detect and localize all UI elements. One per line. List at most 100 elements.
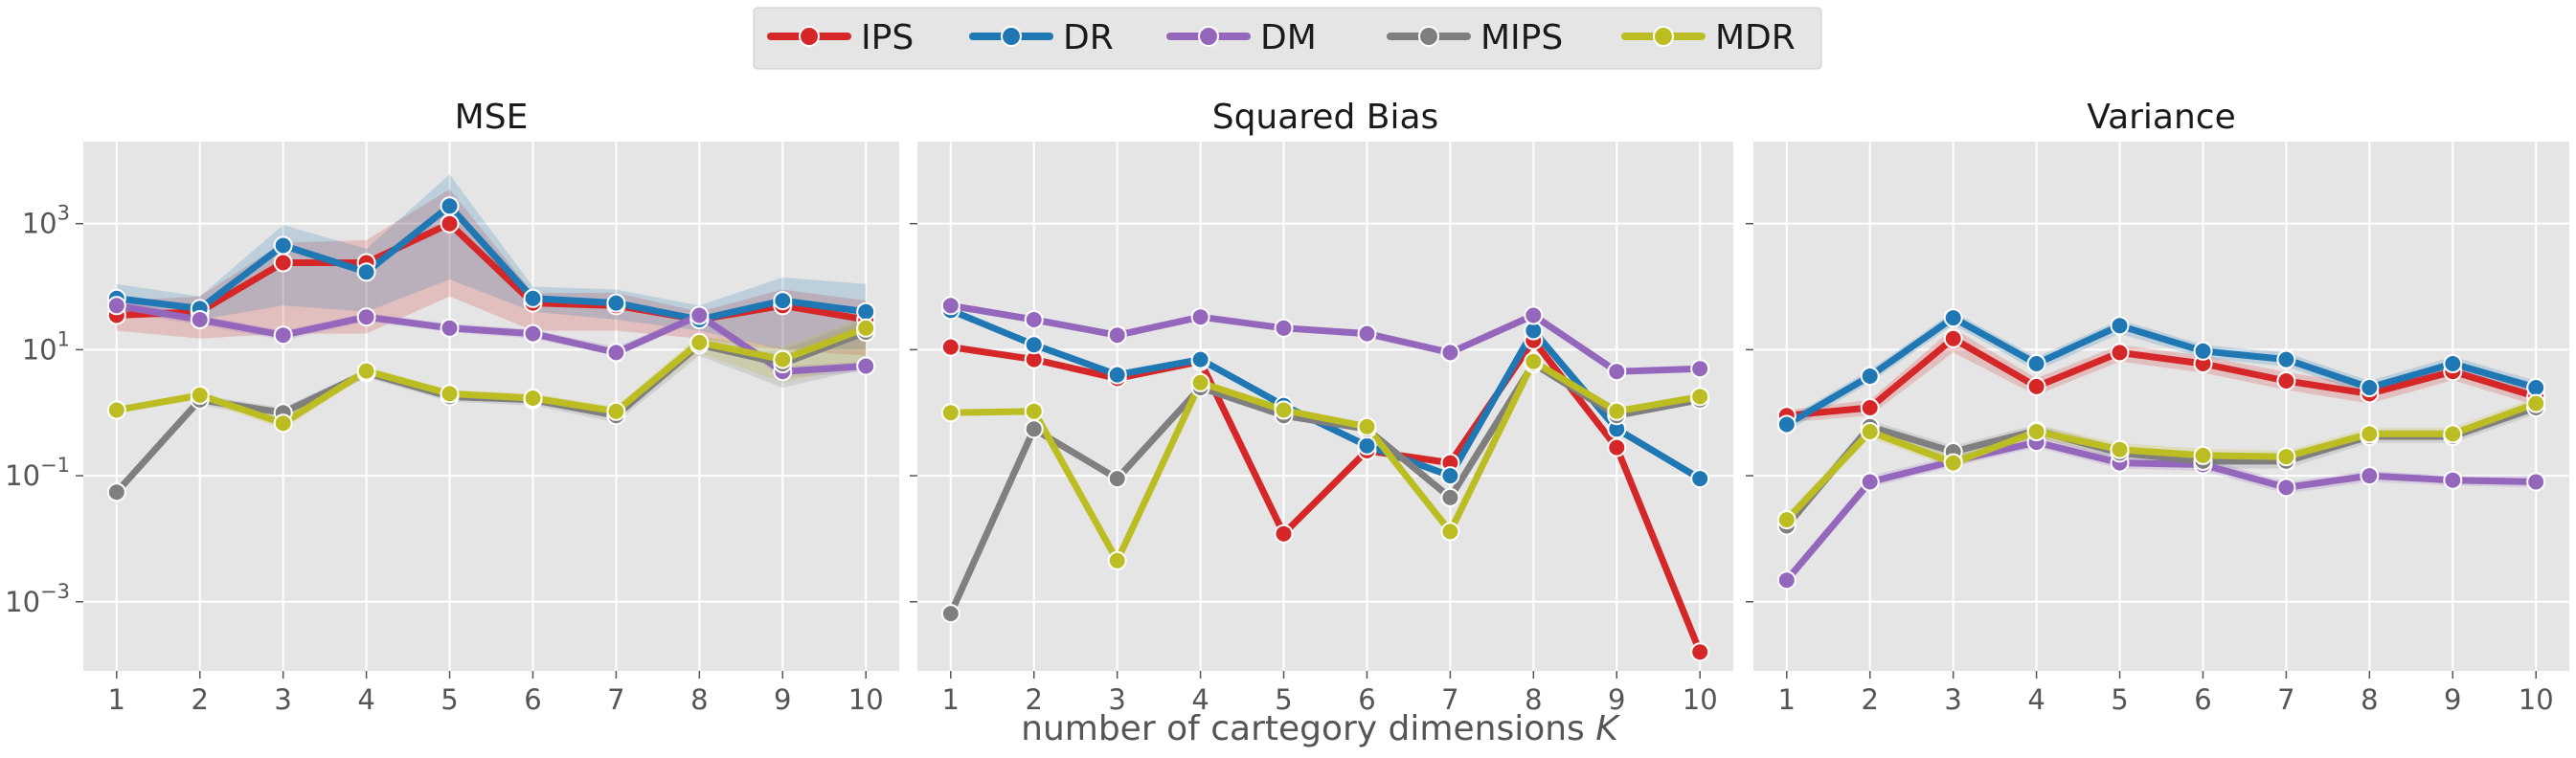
point-mse-mdr (190, 385, 210, 405)
point-variance-dm (2276, 478, 2296, 498)
x-tick-label: 8 (1525, 683, 1542, 716)
legend-marker-ips (799, 26, 820, 47)
point-mse-ips (440, 213, 460, 234)
point-variance-ips (2026, 376, 2046, 396)
series-line-variance-dm (1783, 438, 2540, 584)
point-mse-dr (273, 235, 293, 256)
point-mse-mdr (440, 384, 460, 404)
y-tick-label: 103 (22, 202, 70, 240)
x-tick-label: 10 (848, 683, 884, 716)
point-squared-bias-mips (1107, 469, 1127, 489)
x-tick-label: 2 (1025, 683, 1042, 716)
x-tick-label: 1 (942, 683, 960, 716)
point-mse-mdr (606, 401, 626, 421)
point-mse-mdr (523, 389, 543, 408)
point-squared-bias-dm (1357, 323, 1377, 344)
point-squared-bias-mdr (1690, 387, 1710, 407)
point-squared-bias-dr (1357, 435, 1377, 456)
point-mse-dm (689, 305, 710, 325)
legend-entry-dr: DR (969, 18, 1114, 57)
point-variance-dr (1776, 414, 1796, 435)
x-tick-label: 8 (2361, 683, 2378, 716)
point-squared-bias-dm (1607, 362, 1627, 382)
point-squared-bias-dm (1440, 343, 1460, 363)
point-squared-bias-dm (1190, 307, 1210, 327)
x-axis-label: number of cartegory dimensions K (1021, 709, 1620, 748)
point-mse-dm (273, 325, 293, 346)
point-squared-bias-mips (1440, 487, 1460, 507)
point-squared-bias-ips (940, 337, 960, 357)
point-squared-bias-dr (1690, 469, 1710, 489)
point-variance-mdr (2526, 393, 2546, 413)
point-squared-bias-mdr (1524, 351, 1544, 371)
point-squared-bias-dr (1440, 466, 1460, 486)
series-line-squared-bias-ips (947, 337, 1704, 656)
x-tick-label: 10 (1683, 683, 1718, 716)
point-squared-bias-ips (1274, 524, 1294, 544)
legend-entry-dm: DM (1166, 18, 1317, 57)
point-mse-dr (356, 262, 376, 282)
x-tick-label: 4 (1191, 683, 1209, 716)
point-mse-dr (606, 293, 626, 313)
x-tick-label: 5 (1275, 683, 1292, 716)
x-tick-label: 7 (2277, 683, 2294, 716)
x-tick-label: 1 (108, 683, 125, 716)
point-squared-bias-mdr (1274, 400, 1294, 420)
x-tick-label: 9 (1608, 683, 1625, 716)
x-tick-label: 1 (1778, 683, 1796, 716)
x-tick-label: 3 (274, 683, 291, 716)
point-mse-mdr (773, 349, 793, 369)
legend-entry-mips: MIPS (1387, 18, 1563, 57)
point-mse-dm (606, 343, 626, 363)
point-squared-bias-mips (940, 604, 960, 624)
y-tick-label: 10−1 (5, 454, 70, 492)
band-variance-mdr (1786, 397, 2537, 526)
point-variance-mdr (2193, 445, 2213, 465)
point-variance-dm (2526, 472, 2546, 492)
point-squared-bias-dr (1024, 335, 1044, 355)
legend-label-mips: MIPS (1480, 18, 1563, 57)
point-variance-dr (2193, 341, 2213, 361)
legend-marker-mips (1418, 26, 1439, 47)
panel-mse: 10−3 10−1 101 103 1 2 3 4 5 6 7 8 9 10 MSE (5, 98, 899, 716)
point-mse-dm (106, 296, 126, 316)
point-mse-mips (106, 482, 126, 502)
point-squared-bias-mips (1024, 419, 1044, 439)
point-variance-mdr (2360, 424, 2380, 444)
point-variance-dr (1943, 308, 1963, 328)
point-mse-mdr (689, 332, 710, 352)
series-line-variance-mdr (1783, 400, 2540, 524)
x-tick-label: 5 (2111, 683, 2128, 716)
point-variance-dr (2443, 354, 2463, 373)
point-variance-dr (2110, 316, 2130, 336)
point-squared-bias-ips (1690, 642, 1710, 662)
x-tick-label: 9 (774, 683, 791, 716)
point-squared-bias-dm (940, 296, 960, 316)
legend-label-dm: DM (1260, 18, 1317, 57)
x-tick-label: 8 (690, 683, 708, 716)
point-variance-ips (1943, 328, 1963, 348)
x-tick-label: 3 (1108, 683, 1125, 716)
x-tick-label: 2 (191, 683, 208, 716)
x-tick-label: 4 (2027, 683, 2045, 716)
point-variance-dm (1860, 472, 1880, 492)
point-variance-ips (2110, 343, 2130, 363)
legend-entry-ips: IPS (767, 18, 914, 57)
point-squared-bias-mdr (1190, 372, 1210, 392)
legend-box (753, 7, 1822, 70)
x-tick-label: 6 (2194, 683, 2211, 716)
series-line-variance-dr (1783, 314, 2540, 428)
point-squared-bias-dm (1524, 305, 1544, 325)
point-variance-mdr (2443, 424, 2463, 444)
x-axis-label-text: number of cartegory dimensions (1021, 709, 1595, 748)
legend: IPS DR DM MIPS MDR (753, 7, 1822, 70)
x-tick-label: 4 (357, 683, 374, 716)
series-line-variance-ips (1783, 335, 2540, 419)
point-variance-dm (2443, 470, 2463, 490)
x-tick-label: 9 (2444, 683, 2461, 716)
point-squared-bias-dm (1274, 318, 1294, 338)
legend-marker-mdr (1653, 26, 1674, 47)
point-variance-mdr (1943, 453, 1963, 473)
point-squared-bias-mdr (1107, 550, 1127, 570)
y-tick-label: 10−3 (5, 580, 70, 618)
